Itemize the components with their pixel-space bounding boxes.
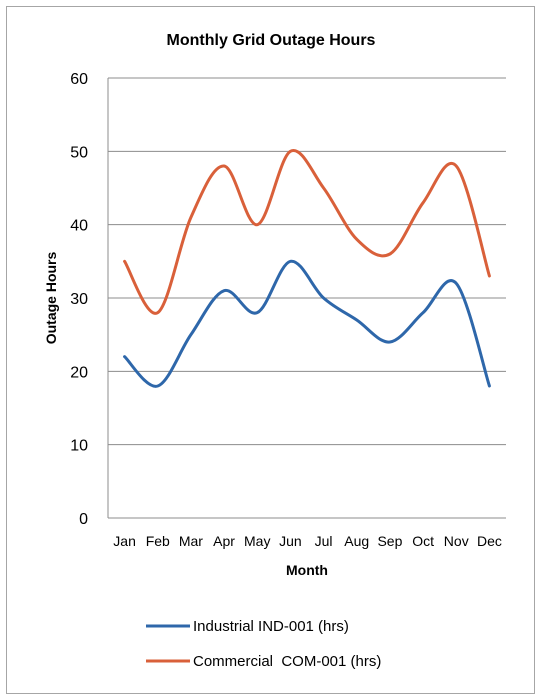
chart-title: Monthly Grid Outage Hours (167, 32, 376, 49)
y-axis-title: Outage Hours (43, 252, 59, 345)
x-tick-label: Apr (213, 533, 235, 549)
y-tick-label: 40 (70, 218, 88, 235)
x-tick-label: Aug (344, 533, 369, 549)
x-tick-label: Dec (477, 533, 502, 549)
x-tick-label: Nov (444, 533, 469, 549)
series-lines (123, 149, 491, 388)
x-tick-label: Jun (279, 533, 302, 549)
chart-frame (6, 6, 535, 694)
x-tick-label: Jul (315, 533, 333, 549)
x-tick-label: Mar (179, 533, 203, 549)
y-tick-label: 50 (70, 144, 88, 161)
legend-label-2: Commercial COM-001 (hrs) (193, 653, 381, 670)
x-tick-label: May (244, 533, 270, 549)
y-axis-ticks: 0 10 20 30 40 50 60 (70, 71, 88, 528)
x-tick-label: Oct (412, 533, 434, 549)
x-axis-ticks: Jan Feb Mar Apr May Jun Jul Aug Sep Oct Nov Dec (113, 533, 502, 549)
x-tick-label: Sep (377, 533, 402, 549)
gridlines (107, 77, 506, 519)
y-tick-label: 0 (79, 511, 88, 528)
y-tick-label: 20 (70, 364, 88, 381)
x-tick-label: Feb (146, 533, 170, 549)
series-line-2 (123, 149, 491, 315)
x-axis-title: Month (286, 562, 328, 578)
legend-label-1: Industrial IND-001 (hrs) (193, 618, 349, 635)
y-tick-label: 30 (70, 291, 88, 308)
y-tick-label: 60 (70, 71, 88, 88)
legend: Industrial IND-001 (hrs) Commercial COM-0… (146, 618, 381, 670)
series-line-1 (123, 259, 491, 388)
y-tick-label: 10 (70, 438, 88, 455)
x-tick-label: Jan (113, 533, 136, 549)
